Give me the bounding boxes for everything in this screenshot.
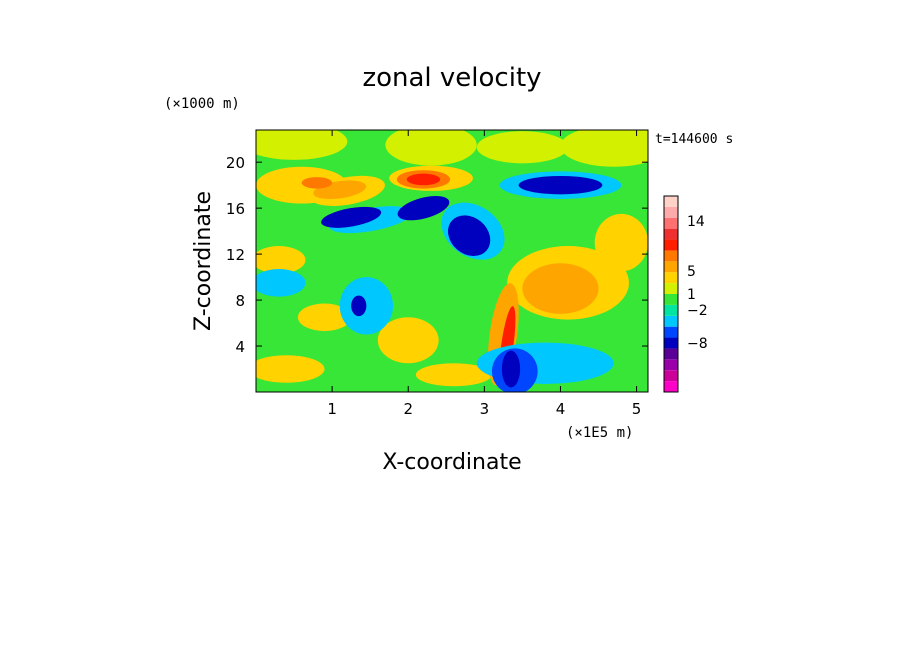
x-tick-label: 5 bbox=[632, 400, 642, 418]
x-tick-label: 4 bbox=[556, 400, 566, 418]
x-unit-label: (×1E5 m) bbox=[566, 425, 633, 441]
cool-region bbox=[351, 295, 367, 317]
y-tick-label: 20 bbox=[226, 154, 245, 172]
x-axis-title: X-coordinate bbox=[382, 450, 521, 475]
colorbar-swatch bbox=[664, 294, 678, 305]
warm-region bbox=[297, 303, 352, 332]
lower-neg bbox=[321, 206, 382, 228]
colorbar-swatch bbox=[664, 326, 678, 338]
jet-left bbox=[301, 177, 333, 189]
y-axis: 4 8 12 16 20 bbox=[226, 154, 648, 356]
upper-neg bbox=[518, 175, 603, 195]
colorbar-swatch bbox=[664, 196, 678, 207]
yellow-band bbox=[385, 130, 477, 166]
x-tick-label: 3 bbox=[480, 400, 490, 418]
colorbar-tick-label: 5 bbox=[687, 264, 696, 280]
mountain-wave bbox=[501, 350, 521, 388]
colorbar-swatch bbox=[664, 315, 678, 327]
field-contours bbox=[256, 130, 648, 392]
colorbar-swatch bbox=[664, 239, 678, 251]
x-tick-label: 1 bbox=[327, 400, 337, 418]
heatmap-field bbox=[256, 130, 648, 392]
colorbar-swatch bbox=[664, 228, 678, 240]
colorbar-tick-label: −8 bbox=[687, 336, 708, 352]
colorbar-swatch bbox=[664, 217, 678, 229]
y-axis-title: Z-coordinate bbox=[191, 191, 216, 331]
cool-region bbox=[256, 269, 306, 297]
y-unit-label: (×1000 m) bbox=[164, 96, 240, 112]
colorbar-swatch bbox=[664, 250, 678, 262]
descending-neg bbox=[397, 196, 450, 221]
warm-region bbox=[522, 263, 599, 314]
yellow-band bbox=[560, 130, 648, 167]
colorbar-tick-label: 1 bbox=[687, 287, 696, 303]
warm-region bbox=[256, 355, 325, 383]
descending-neg bbox=[448, 215, 491, 257]
colorbar: 14 5 1−2 −8 bbox=[663, 195, 708, 393]
y-tick-label: 16 bbox=[226, 200, 245, 218]
chart-title: zonal velocity bbox=[362, 63, 541, 93]
warm-region bbox=[377, 317, 439, 364]
time-label: t=144600 s bbox=[655, 132, 733, 147]
colorbar-swatch bbox=[664, 337, 678, 349]
yellow-band bbox=[256, 130, 348, 160]
colorbar-tick-label: 14 bbox=[687, 214, 705, 230]
colorbar-tick-label: −2 bbox=[687, 303, 708, 319]
colorbar-swatch bbox=[664, 272, 678, 284]
yellow-band bbox=[476, 131, 569, 164]
y-tick-label: 12 bbox=[226, 246, 245, 264]
y-tick-label: 8 bbox=[235, 292, 245, 310]
y-tick-label: 4 bbox=[235, 338, 245, 356]
colorbar-frame bbox=[663, 195, 679, 393]
x-axis: 1 2 3 4 5 bbox=[327, 130, 641, 418]
colorbar-swatch bbox=[664, 261, 678, 273]
colorbar-swatch bbox=[664, 348, 678, 360]
colorbar-swatch bbox=[664, 359, 678, 371]
warm-region bbox=[415, 363, 492, 387]
colorbar-swatch bbox=[664, 206, 678, 218]
colorbar-swatch bbox=[664, 381, 678, 392]
colorbar-swatch bbox=[664, 283, 678, 294]
jet-core bbox=[406, 173, 441, 186]
warm-region bbox=[256, 246, 306, 274]
warm-region bbox=[594, 213, 648, 272]
plot-frame bbox=[255, 129, 649, 393]
colorbar-swatch bbox=[664, 304, 678, 316]
colorbar-swatch bbox=[664, 370, 678, 382]
x-tick-label: 2 bbox=[403, 400, 413, 418]
